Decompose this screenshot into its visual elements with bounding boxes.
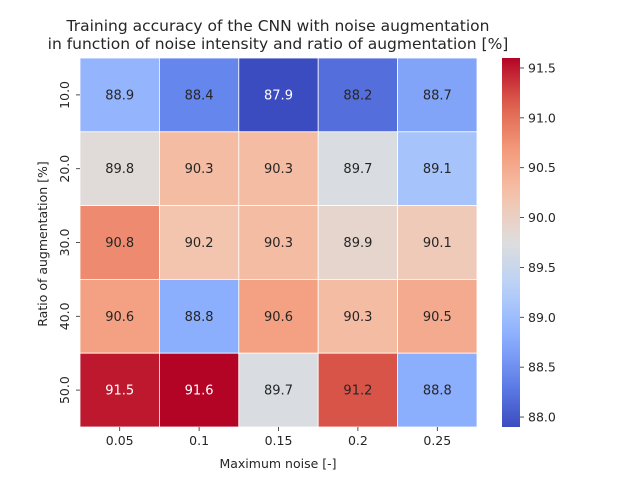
heatmap-cell: [397, 352, 478, 428]
chart-title-line-2: in function of noise intensity and ratio…: [48, 35, 509, 53]
heatmap-cell: [317, 205, 399, 280]
cell-value-label: 89.7: [264, 384, 293, 399]
colorbar-tick-label: 88.5: [528, 360, 556, 375]
heatmap-cell: [79, 131, 160, 207]
x-tick-label: 0.25: [423, 433, 451, 448]
cell-value-label: 90.3: [264, 162, 293, 177]
cell-value-label: 88.8: [423, 384, 452, 399]
cell-value-label: 89.8: [105, 162, 134, 177]
cell-value-label: 89.1: [423, 162, 452, 177]
colorbar: 88.0 88.5 89.0 89.5 90.0 90.5 91.0 91.5: [502, 58, 556, 427]
heatmap-cell: [317, 57, 399, 133]
cell-value-label: 89.9: [343, 236, 372, 251]
heatmap-cell: [397, 57, 478, 133]
heatmap-cells: 88.9 88.4 87.9 88.2 88.7 89.8 90.3 90.3 89.7 89.1…: [79, 57, 478, 428]
y-tick-label: 10.0: [57, 81, 72, 109]
colorbar-tick-label: 90.0: [528, 210, 556, 225]
cell-value-label: 91.2: [343, 384, 372, 399]
heatmap-cell: [158, 205, 240, 280]
cell-value-label: 88.8: [185, 310, 214, 325]
heatmap-cell: [79, 352, 160, 428]
heatmap-cell: [397, 131, 478, 207]
cell-value-label: 90.1: [423, 236, 452, 251]
x-tick-label: 0.05: [106, 433, 134, 448]
heatmap-cell: [238, 131, 319, 207]
cell-value-label: 89.7: [343, 162, 372, 177]
x-axis-label: Maximum noise [-]: [219, 456, 336, 471]
x-tick-label: 0.1: [189, 433, 209, 448]
heatmap-cell: [158, 278, 240, 354]
heatmap-cell: [158, 57, 240, 133]
cell-value-label: 88.7: [423, 88, 452, 103]
heatmap-cell: [158, 352, 240, 428]
y-axis-label: Ratio of augmentation [%]: [35, 161, 50, 327]
y-tick-label: 30.0: [57, 229, 72, 257]
heatmap-cell: [397, 205, 478, 280]
cell-value-label: 90.3: [185, 162, 214, 177]
heatmap-cell: [317, 278, 399, 354]
heatmap-cell: [397, 278, 478, 354]
heatmap-cell: [238, 352, 319, 428]
heatmap-cell: [238, 205, 319, 280]
cell-value-label: 91.6: [185, 384, 214, 399]
cell-value-label: 90.3: [343, 310, 372, 325]
cell-value-label: 88.9: [105, 88, 134, 103]
colorbar-gradient: [502, 58, 520, 427]
x-tick-label: 0.2: [348, 433, 368, 448]
colorbar-tick-label: 88.0: [528, 410, 556, 425]
x-axis-ticks: 0.05 0.1 0.15 0.2 0.25: [106, 427, 451, 448]
cell-value-label: 88.4: [185, 88, 214, 103]
colorbar-tick-label: 89.5: [528, 260, 556, 275]
cell-value-label: 87.9: [264, 88, 293, 103]
heatmap-cell: [79, 57, 160, 133]
y-tick-label: 20.0: [57, 155, 72, 183]
x-tick-label: 0.15: [265, 433, 293, 448]
colorbar-tick-label: 89.0: [528, 310, 556, 325]
heatmap-cell: [238, 278, 319, 354]
cell-value-label: 90.2: [185, 236, 214, 251]
y-tick-label: 40.0: [57, 302, 72, 330]
cell-value-label: 90.6: [105, 310, 134, 325]
colorbar-tick-label: 91.5: [528, 60, 556, 75]
cell-value-label: 90.3: [264, 236, 293, 251]
y-tick-label: 50.0: [57, 376, 72, 404]
cell-value-label: 91.5: [105, 384, 134, 399]
cell-value-label: 88.2: [343, 88, 372, 103]
heatmap-cell: [238, 57, 319, 133]
colorbar-tick-label: 90.5: [528, 160, 556, 175]
cell-value-label: 90.8: [105, 236, 134, 251]
colorbar-tick-label: 91.0: [528, 110, 556, 125]
chart-title-line-1: Training accuracy of the CNN with noise …: [66, 17, 490, 35]
cell-value-label: 90.5: [423, 310, 452, 325]
cell-value-label: 90.6: [264, 310, 293, 325]
y-axis-ticks: 10.0 20.0 30.0 40.0 50.0: [57, 81, 80, 404]
